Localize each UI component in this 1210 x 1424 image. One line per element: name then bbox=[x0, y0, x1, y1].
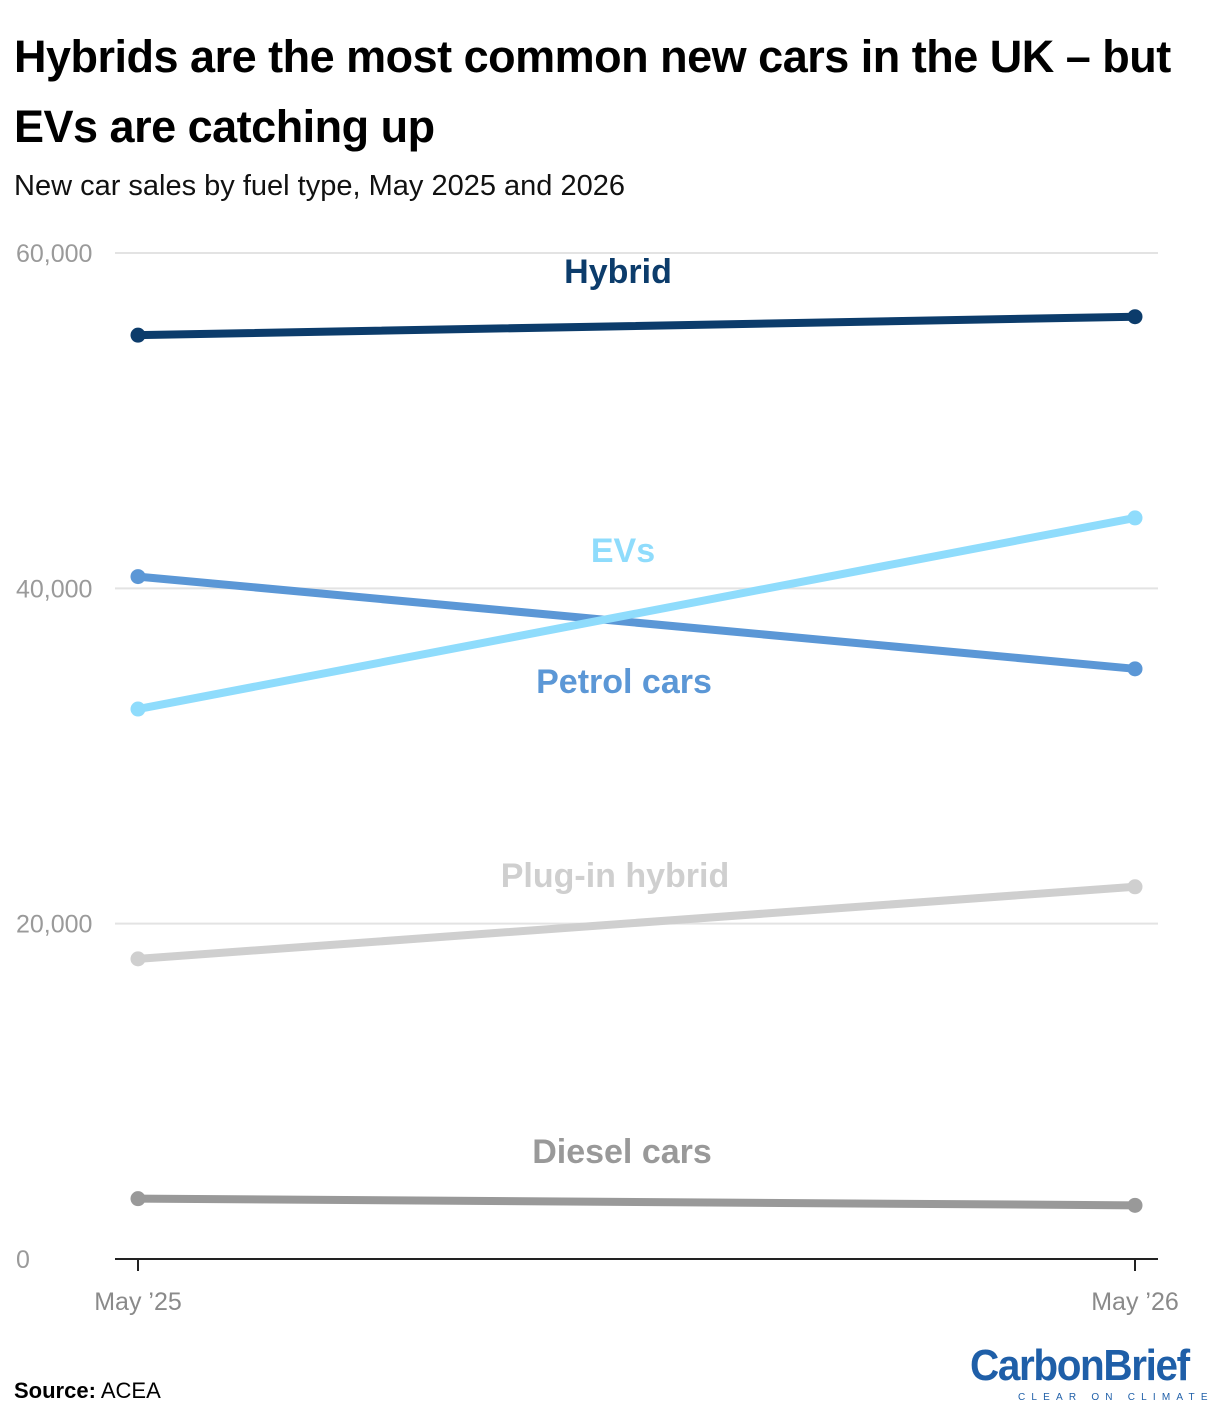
data-point-evs bbox=[130, 701, 146, 717]
logo-tagline: CLEAR ON CLIMATE bbox=[1018, 1392, 1210, 1403]
data-point-hybrid bbox=[130, 327, 146, 343]
source-label: Source: bbox=[14, 1378, 96, 1403]
y-tick-label: 0 bbox=[16, 1246, 30, 1274]
series-line-evs bbox=[134, 513, 1139, 714]
series-label-evs: EVs bbox=[591, 532, 655, 570]
x-tick-label: May ’26 bbox=[1091, 1288, 1179, 1316]
series-line-hybrid bbox=[134, 312, 1139, 340]
source-value: ACEA bbox=[100, 1378, 161, 1403]
chart-title: Hybrids are the most common new cars in … bbox=[14, 31, 1171, 152]
data-point-evs bbox=[1127, 510, 1143, 526]
data-point-diesel-cars bbox=[130, 1191, 146, 1207]
data-point-plug-in-hybrid bbox=[130, 951, 146, 967]
series-label-petrol-cars: Petrol cars bbox=[536, 663, 712, 701]
series-line-diesel-cars bbox=[134, 1194, 1139, 1210]
series-label-plug-in-hybrid: Plug-in hybrid bbox=[501, 857, 730, 895]
chart-subtitle: New car sales by fuel type, May 2025 and… bbox=[14, 170, 625, 202]
data-point-petrol-cars bbox=[1127, 661, 1143, 677]
series-line-plug-in-hybrid bbox=[134, 882, 1139, 963]
y-tick-label: 60,000 bbox=[16, 240, 92, 268]
y-tick-label: 40,000 bbox=[16, 575, 92, 603]
data-point-hybrid bbox=[1127, 309, 1143, 325]
logo-brand: CarbonBrief bbox=[970, 1341, 1190, 1390]
x-tick-label: May ’25 bbox=[94, 1288, 182, 1316]
series-label-hybrid: Hybrid bbox=[564, 253, 672, 291]
y-tick-label: 20,000 bbox=[16, 911, 92, 939]
source-note: Source: ACEA bbox=[14, 1378, 161, 1404]
series-line-petrol-cars bbox=[134, 572, 1139, 673]
data-point-petrol-cars bbox=[130, 569, 146, 585]
carbonbrief-logo: CarbonBrief CLEAR ON CLIMATE bbox=[970, 1341, 1210, 1408]
data-point-diesel-cars bbox=[1127, 1197, 1143, 1213]
data-point-plug-in-hybrid bbox=[1127, 879, 1143, 895]
line-chart: 0 20,000 40,000 60,000 May ’25 May ’26 Diesel … bbox=[16, 240, 1179, 1316]
series-label-diesel-cars: Diesel cars bbox=[532, 1133, 712, 1171]
